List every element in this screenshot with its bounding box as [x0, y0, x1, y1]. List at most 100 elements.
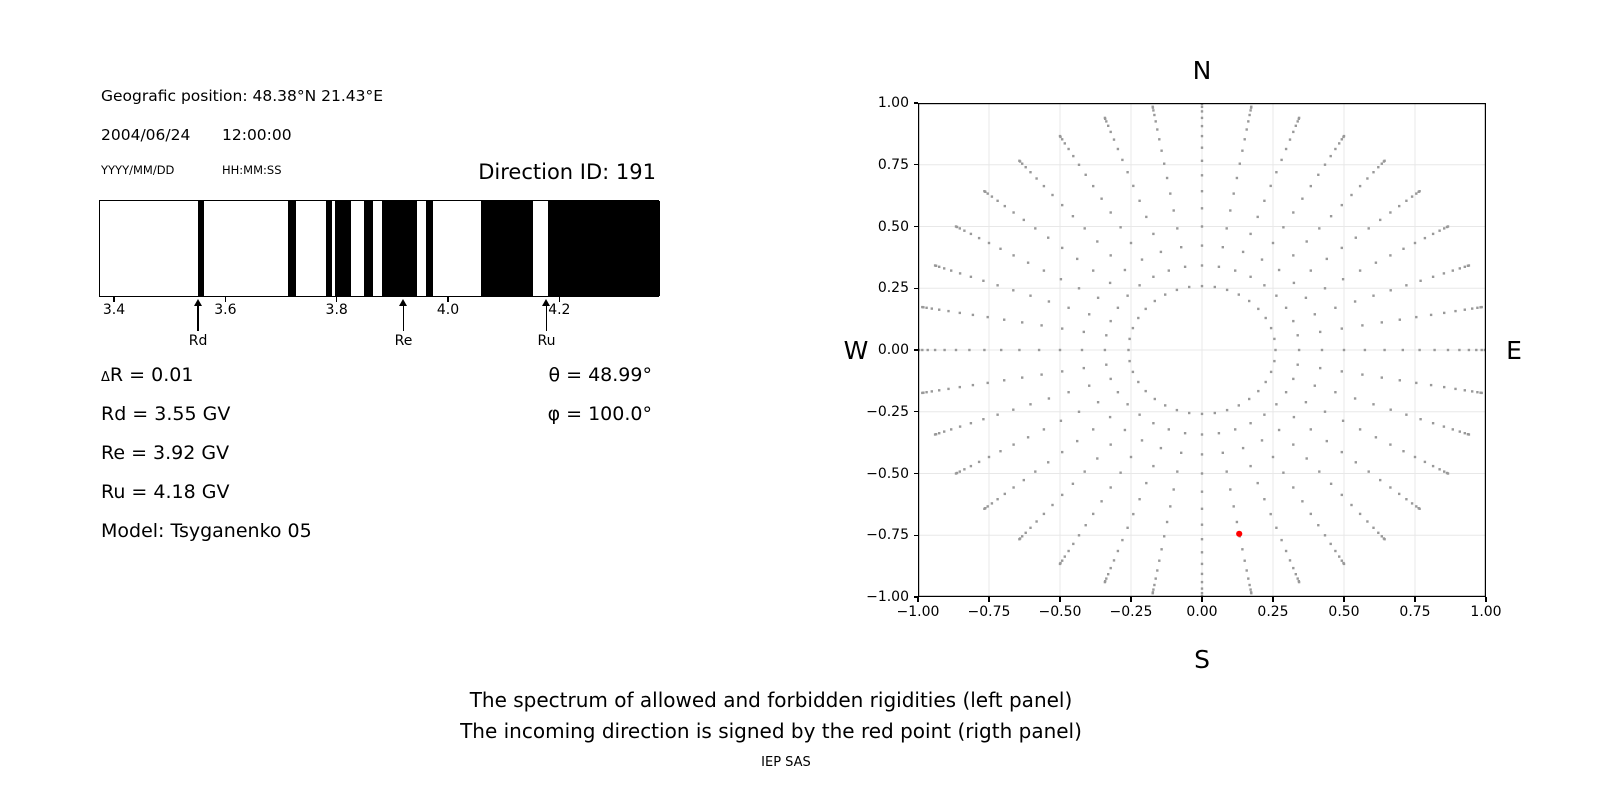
direction-dot [1077, 287, 1081, 290]
direction-dot [1402, 450, 1405, 453]
direction-dot [1012, 486, 1015, 489]
direction-dot [1084, 173, 1087, 176]
y-tick-label: −0.25 [866, 403, 909, 420]
direction-dot [1037, 348, 1041, 352]
direction-dot [943, 430, 946, 433]
direction-dot [1137, 380, 1140, 384]
direction-dot [1077, 163, 1081, 166]
direction-dot [954, 472, 958, 475]
direction-dot [958, 272, 962, 275]
direction-dot [1263, 498, 1266, 501]
direction-dot [1292, 566, 1295, 570]
direction-dot [1234, 269, 1237, 272]
direction-dot [1047, 300, 1051, 303]
direction-dot [1247, 577, 1250, 580]
direction-dot [1119, 226, 1122, 229]
direction-dot [1163, 162, 1166, 165]
direction-dot [950, 428, 953, 431]
direction-dot [1077, 534, 1081, 537]
direction-dot [1200, 507, 1204, 510]
direction-dot [1003, 204, 1006, 208]
direction-dot [1431, 422, 1435, 425]
direction-dot [1018, 538, 1021, 541]
y-tick [913, 225, 918, 228]
direction-dot [1158, 559, 1161, 562]
direction-dot [983, 190, 986, 193]
direction-dot [1234, 428, 1237, 431]
direction-dot [930, 390, 933, 393]
direction-dot [1248, 583, 1251, 587]
direction-dot [1318, 227, 1321, 230]
direction-dot [1317, 524, 1320, 527]
spectrum-tick [113, 297, 115, 302]
direction-dot [1476, 306, 1479, 309]
direction-dot [1275, 294, 1278, 297]
direction-dot [1361, 324, 1364, 327]
direction-dot [1012, 443, 1015, 446]
direction-dot [1275, 403, 1278, 406]
direction-dot [1163, 535, 1166, 538]
direction-dot [1105, 577, 1108, 580]
direction-dot [1431, 275, 1435, 278]
direction-dot [999, 247, 1002, 250]
direction-id: Direction ID: 191 [478, 160, 656, 184]
direction-dot [1350, 503, 1353, 507]
direction-dot [1380, 376, 1383, 379]
direction-dot [943, 267, 946, 270]
direction-dot [1105, 334, 1108, 337]
x-tick [988, 597, 990, 602]
x-tick [1343, 597, 1345, 602]
direction-dot [1096, 240, 1099, 243]
direction-dot [1123, 428, 1127, 432]
direction-dot [1358, 512, 1362, 516]
direction-dot [1235, 176, 1239, 180]
direction-dot [1446, 472, 1450, 475]
direction-dot [1200, 159, 1204, 162]
direction-dot [1026, 436, 1030, 439]
x-tick-label: 0.50 [1328, 604, 1360, 620]
direction-dot [1389, 486, 1392, 489]
direction-dot [1116, 391, 1120, 394]
direction-dot [1042, 512, 1046, 516]
direction-dot [1443, 227, 1446, 230]
direction-dot [1241, 149, 1244, 152]
direction-dot [1047, 236, 1050, 239]
observation-date: 2004/06/24 [101, 126, 191, 144]
direction-dot [1471, 390, 1474, 393]
direction-dot [1200, 562, 1204, 566]
direction-dot [963, 468, 966, 471]
theta-value: θ = 48.99° [548, 364, 652, 386]
cutoff-arrow-head [542, 299, 551, 306]
allowed-band [381, 201, 418, 296]
allowed-band [326, 201, 333, 296]
direction-dot [1083, 227, 1086, 230]
direction-dot [1292, 443, 1295, 446]
direction-dot [1377, 531, 1380, 534]
y-tick-label: 0.00 [877, 342, 909, 358]
direction-dot [1372, 294, 1375, 297]
direction-dot [1358, 184, 1362, 188]
direction-dot [1429, 313, 1433, 317]
direction-dot [1405, 413, 1408, 416]
direction-dot [1126, 171, 1129, 174]
direction-dot [1152, 588, 1155, 591]
direction-dot [996, 498, 999, 501]
direction-dot [1225, 470, 1228, 473]
direction-dot [1415, 192, 1418, 195]
direction-dot [1109, 566, 1112, 570]
direction-dot [1109, 211, 1112, 214]
direction-dot [1340, 450, 1343, 454]
direction-dot [996, 284, 999, 287]
direction-dot [1165, 176, 1169, 180]
spectrum-tick [224, 297, 226, 302]
direction-dot [1275, 171, 1278, 174]
direction-dot [1423, 460, 1427, 464]
y-tick [913, 287, 918, 289]
direction-dot [1410, 195, 1414, 198]
direction-dot [1063, 142, 1066, 145]
spectrum-tick [336, 297, 338, 302]
y-tick [913, 102, 918, 104]
direction-dot [1151, 592, 1154, 595]
direction-dot [1245, 569, 1248, 572]
direction-dot [1317, 173, 1320, 176]
